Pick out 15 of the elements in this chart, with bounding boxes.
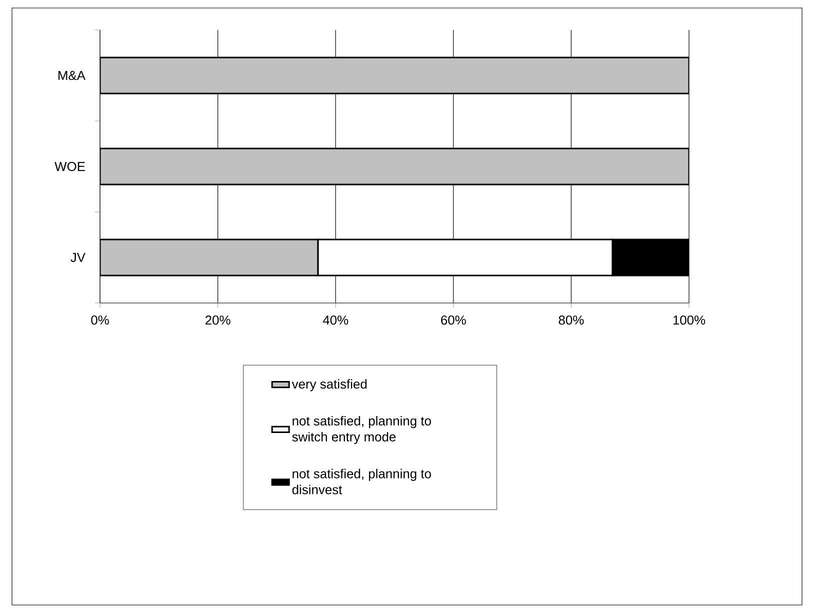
x-tick-label: 60% <box>441 316 466 325</box>
y-tick-label: JV <box>70 252 86 262</box>
legend-label: not satisfied, planning to disinvest <box>292 468 431 494</box>
x-tick-label: 80% <box>558 316 584 325</box>
bar <box>100 238 319 276</box>
x-tick-label: 0% <box>91 316 109 325</box>
bar <box>100 148 690 186</box>
legend-label: not satisfied, planning to switch entry mode <box>292 416 431 444</box>
bar <box>100 56 690 94</box>
x-tick-label: 40% <box>322 316 348 325</box>
legend-label: very satisfied <box>292 379 367 392</box>
x-tick-label: 20% <box>206 316 230 325</box>
y-tick-label: WOE <box>54 162 85 172</box>
x-tick-label: 100% <box>673 316 706 325</box>
y-tick-label: M&A <box>58 70 86 80</box>
